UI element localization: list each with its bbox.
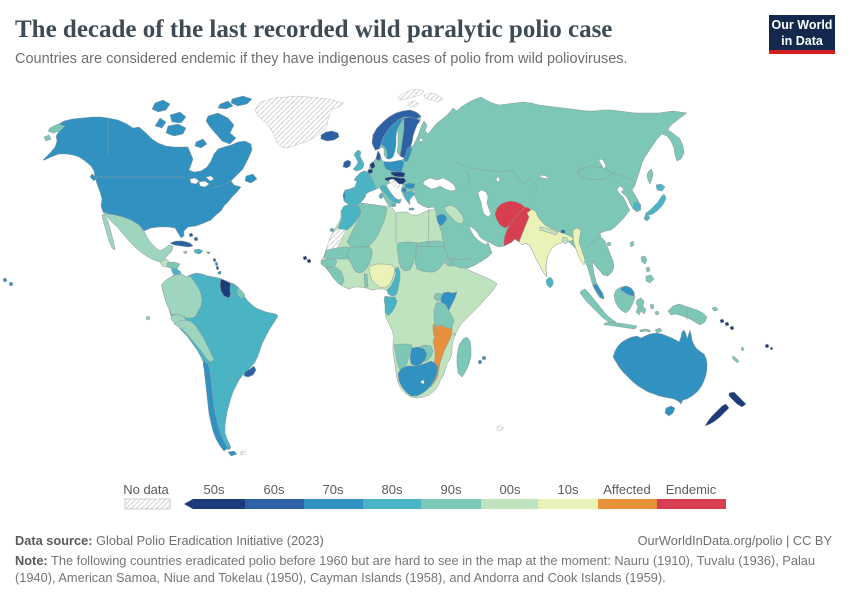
svg-text:00s: 00s [500, 482, 521, 497]
svg-text:70s: 70s [323, 482, 344, 497]
svg-text:60s: 60s [264, 482, 285, 497]
svg-text:10s: 10s [558, 482, 579, 497]
svg-text:80s: 80s [382, 482, 403, 497]
svg-text:No data: No data [123, 482, 169, 497]
svg-text:90s: 90s [441, 482, 462, 497]
svg-text:50s: 50s [204, 482, 225, 497]
svg-text:Endemic: Endemic [666, 482, 717, 497]
svg-text:Affected: Affected [603, 482, 650, 497]
